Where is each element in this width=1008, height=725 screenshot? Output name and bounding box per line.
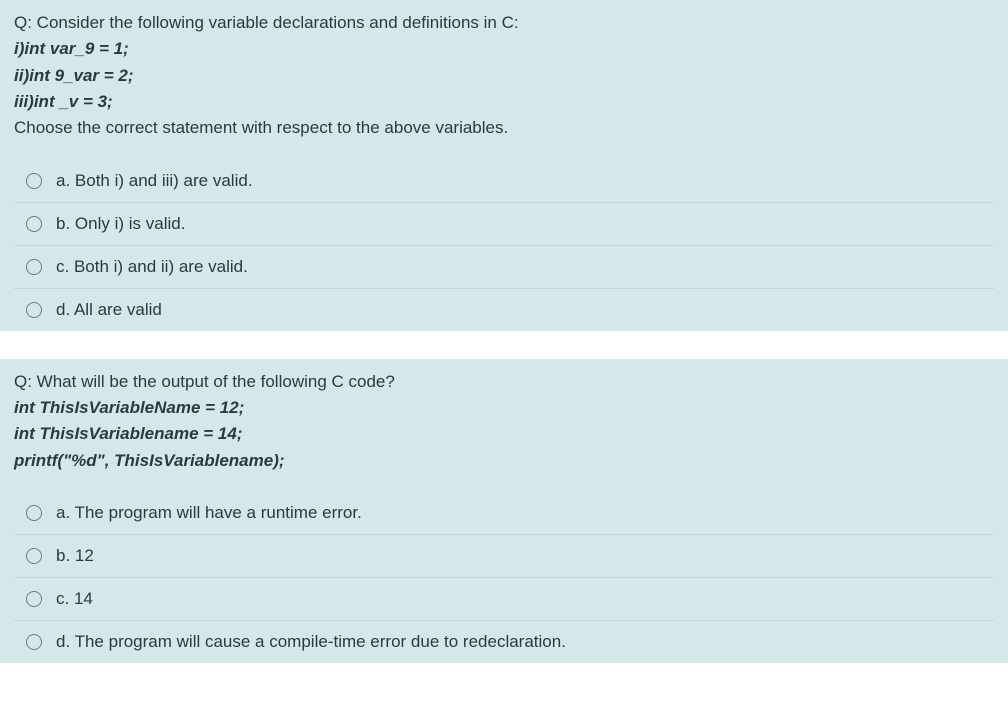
question-prompt-intro: Q: Consider the following variable decla…	[14, 10, 994, 36]
option-label: a. The program will have a runtime error…	[56, 503, 362, 523]
options-list: a. The program will have a runtime error…	[14, 492, 994, 663]
option-row[interactable]: a. Both i) and iii) are valid.	[14, 160, 994, 203]
option-row[interactable]: b. Only i) is valid.	[14, 203, 994, 246]
option-row[interactable]: c. 14	[14, 578, 994, 621]
question-block: Q: What will be the output of the follow…	[0, 359, 1008, 663]
radio-icon[interactable]	[26, 591, 42, 607]
option-label: d. All are valid	[56, 300, 162, 320]
option-row[interactable]: c. Both i) and ii) are valid.	[14, 246, 994, 289]
option-row[interactable]: d. All are valid	[14, 289, 994, 331]
option-label: b. Only i) is valid.	[56, 214, 185, 234]
option-label: c. 14	[56, 589, 93, 609]
question-code-line: int ThisIsVariableName = 12;	[14, 395, 994, 421]
option-label: d. The program will cause a compile-time…	[56, 632, 566, 652]
option-row[interactable]: d. The program will cause a compile-time…	[14, 621, 994, 663]
question-block: Q: Consider the following variable decla…	[0, 0, 1008, 331]
radio-icon[interactable]	[26, 634, 42, 650]
question-prompt-intro: Q: What will be the output of the follow…	[14, 369, 994, 395]
question-code-line: ii)int 9_var = 2;	[14, 63, 994, 89]
option-row[interactable]: a. The program will have a runtime error…	[14, 492, 994, 535]
question-stem: Q: What will be the output of the follow…	[14, 369, 994, 474]
option-label: c. Both i) and ii) are valid.	[56, 257, 248, 277]
radio-icon[interactable]	[26, 505, 42, 521]
question-code-line: int ThisIsVariablename = 14;	[14, 421, 994, 447]
radio-icon[interactable]	[26, 173, 42, 189]
radio-icon[interactable]	[26, 259, 42, 275]
question-code-line: i)int var_9 = 1;	[14, 36, 994, 62]
question-prompt-tail: Choose the correct statement with respec…	[14, 115, 994, 141]
option-label: a. Both i) and iii) are valid.	[56, 171, 253, 191]
question-code-line: printf("%d", ThisIsVariablename);	[14, 448, 994, 474]
radio-icon[interactable]	[26, 302, 42, 318]
question-stem: Q: Consider the following variable decla…	[14, 10, 994, 142]
option-label: b. 12	[56, 546, 94, 566]
question-code-line: iii)int _v = 3;	[14, 89, 994, 115]
options-list: a. Both i) and iii) are valid. b. Only i…	[14, 160, 994, 331]
radio-icon[interactable]	[26, 548, 42, 564]
option-row[interactable]: b. 12	[14, 535, 994, 578]
radio-icon[interactable]	[26, 216, 42, 232]
